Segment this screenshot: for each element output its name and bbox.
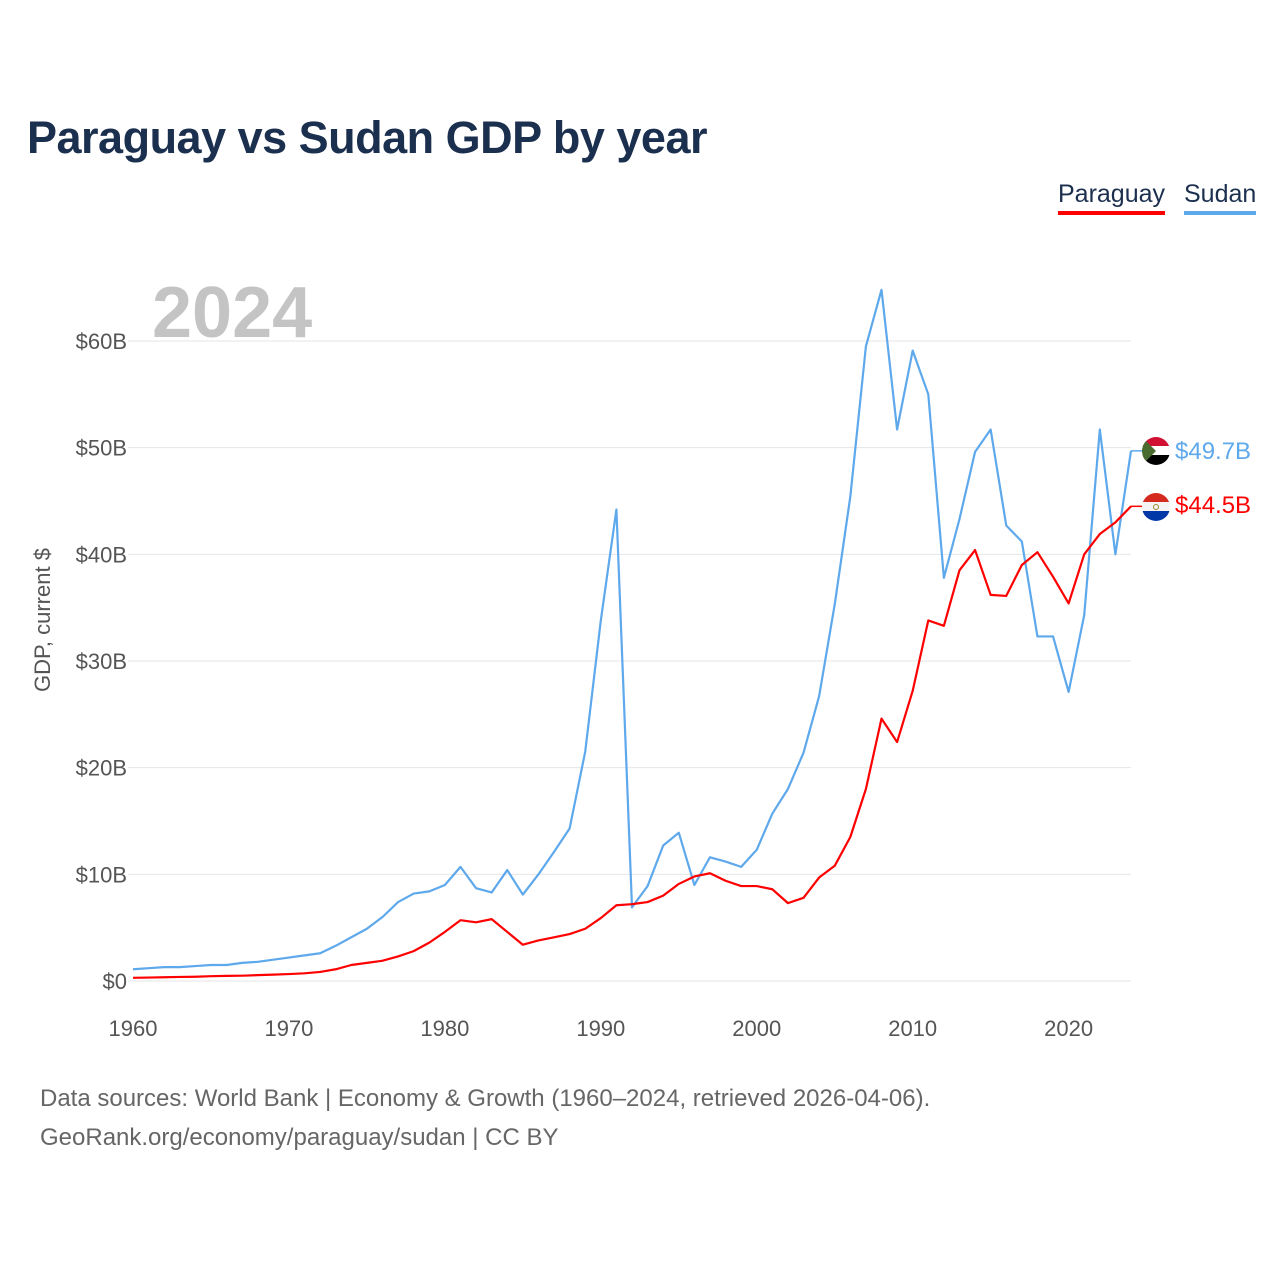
sudan-flag-icon (1142, 437, 1170, 465)
y-tick-label: $20B (76, 756, 127, 781)
y-tick-label: $30B (76, 649, 127, 674)
y-axis-label: GDP, current $ (30, 548, 55, 692)
y-tick-label: $10B (76, 862, 127, 887)
legend-sudan[interactable]: Sudan (1184, 180, 1257, 215)
chart-title: Paraguay vs Sudan GDP by year (27, 112, 708, 163)
paraguay-flag-icon (1142, 493, 1170, 521)
y-tick-label: $0 (103, 969, 127, 994)
footer-credit[interactable]: GeoRank.org/economy/paraguay/sudan | CC … (40, 1124, 559, 1151)
x-tick-label: 1970 (264, 1016, 313, 1041)
x-tick-label: 2000 (732, 1016, 781, 1041)
year-overlay: 2024 (152, 273, 312, 353)
y-tick-label: $40B (76, 542, 127, 567)
x-tick-label: 1980 (420, 1016, 469, 1041)
paraguay-line (132, 505, 1132, 979)
x-tick-label: 2020 (1044, 1016, 1093, 1041)
y-tick-label: $50B (76, 436, 127, 461)
legend-paraguay[interactable]: Paraguay (1058, 180, 1166, 215)
paraguay-end-label: $44.5B (1175, 492, 1251, 519)
x-tick-label: 1960 (109, 1016, 158, 1041)
sudan-end-label: $49.7B (1175, 438, 1251, 465)
footer-sources: Data sources: World Bank | Economy & Gro… (40, 1085, 931, 1112)
sudan-line (132, 288, 1133, 971)
x-tick-label: 1990 (576, 1016, 625, 1041)
y-tick-label: $60B (76, 329, 127, 354)
x-tick-label: 2010 (888, 1016, 937, 1041)
